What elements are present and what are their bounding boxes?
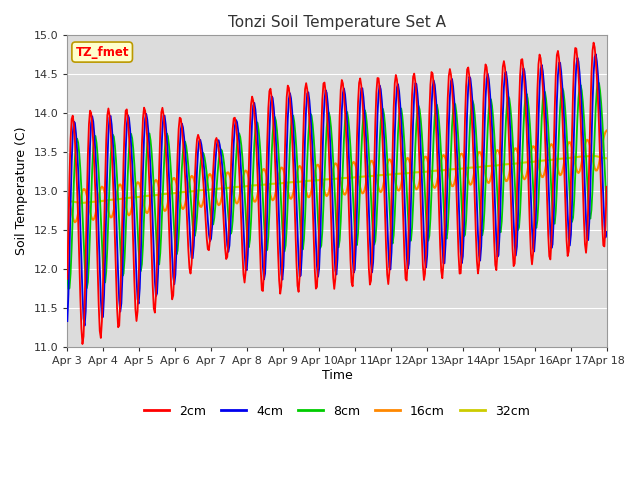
Y-axis label: Soil Temperature (C): Soil Temperature (C) [15,127,28,255]
Text: TZ_fmet: TZ_fmet [76,46,129,59]
Title: Tonzi Soil Temperature Set A: Tonzi Soil Temperature Set A [228,15,446,30]
X-axis label: Time: Time [321,369,353,382]
Legend: 2cm, 4cm, 8cm, 16cm, 32cm: 2cm, 4cm, 8cm, 16cm, 32cm [139,400,535,423]
